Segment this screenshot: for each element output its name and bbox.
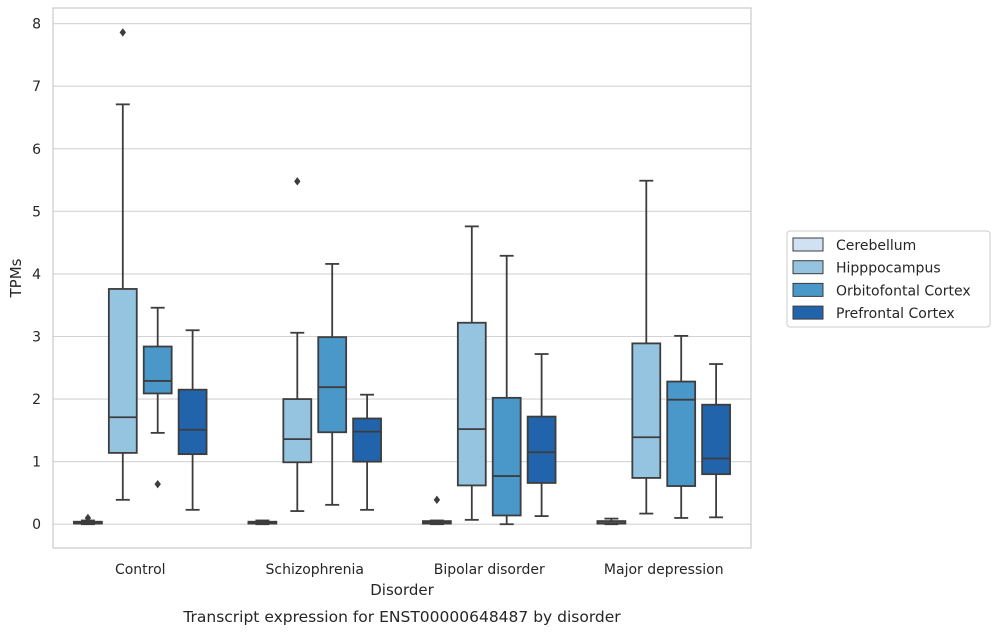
legend-label: Cerebellum [836, 238, 916, 254]
box-iqr [526, 415, 557, 484]
box-iqr [282, 398, 313, 464]
legend-frame [786, 230, 991, 328]
grid-lines [53, 23, 751, 525]
y-tick-label: 7 [32, 79, 41, 95]
box-iqr [701, 403, 731, 476]
box-prefrontal-cortex [526, 353, 557, 517]
outlier-point [119, 28, 126, 37]
box-cerebellum [247, 519, 278, 526]
y-tick-label: 6 [32, 142, 41, 158]
x-tick-label: Schizophrenia [266, 562, 364, 578]
legend-swatch [792, 305, 824, 320]
y-tick-label: 8 [32, 17, 41, 33]
box-iqr [142, 345, 173, 395]
x-tick-label: Major depression [604, 562, 724, 578]
box-hipppocampus [631, 179, 662, 515]
plot-frame [52, 7, 752, 549]
legend-swatch [792, 282, 824, 297]
box-iqr [107, 288, 138, 454]
box-hipppocampus [107, 28, 138, 501]
legend: Cerebellum Hipppocampus Orbitofontal Corte… [786, 230, 991, 328]
y-axis-label: TPMs [7, 258, 25, 298]
chart-caption: Transcript expression for ENST0000064848… [182, 608, 621, 626]
y-tick-label: 5 [32, 204, 41, 220]
x-tick-label: Bipolar disorder [434, 562, 545, 578]
box-orbitofontal-cortex [317, 263, 348, 506]
box-prefrontal-cortex [352, 393, 382, 511]
box-orbitofontal-cortex [142, 306, 173, 489]
box-prefrontal-cortex [177, 329, 208, 511]
box-iqr [666, 380, 697, 487]
y-tick-label: 0 [32, 517, 41, 533]
outlier-point [294, 177, 301, 186]
box-cerebellum [422, 495, 452, 526]
box-iqr [491, 396, 522, 517]
y-tick-label: 4 [32, 267, 41, 283]
x-tick-labels: Control Schizophrenia Bipolar disorder Majo… [115, 562, 724, 578]
legend-swatch [792, 237, 824, 252]
y-tick-labels: 0 1 2 3 4 5 6 7 8 [32, 17, 41, 534]
box-iqr [177, 388, 208, 456]
box-groups [73, 28, 731, 526]
y-tick-label: 2 [32, 392, 41, 408]
outlier-point [433, 495, 441, 505]
box-prefrontal-cortex [701, 363, 731, 519]
box-orbitofontal-cortex [491, 254, 522, 526]
box-iqr [631, 342, 662, 479]
x-axis-label: Disorder [370, 581, 434, 599]
legend-label: Prefrontal Cortex [836, 306, 955, 322]
box-iqr [456, 321, 487, 487]
y-tick-label: 3 [32, 330, 41, 346]
outlier-point [154, 479, 161, 489]
box-iqr [352, 417, 382, 463]
box-cerebellum [596, 517, 627, 526]
box-hipppocampus [282, 177, 313, 512]
box-iqr [317, 336, 348, 434]
legend-label: Orbitofontal Cortex [836, 283, 971, 299]
box-hipppocampus [456, 225, 487, 521]
legend-label: Hipppocampus [836, 261, 941, 277]
y-tick-label: 1 [32, 455, 41, 471]
box-orbitofontal-cortex [666, 334, 697, 519]
x-tick-label: Control [115, 562, 166, 578]
legend-swatch [792, 260, 824, 275]
box-cerebellum [73, 513, 103, 526]
outlier-point [84, 513, 92, 523]
